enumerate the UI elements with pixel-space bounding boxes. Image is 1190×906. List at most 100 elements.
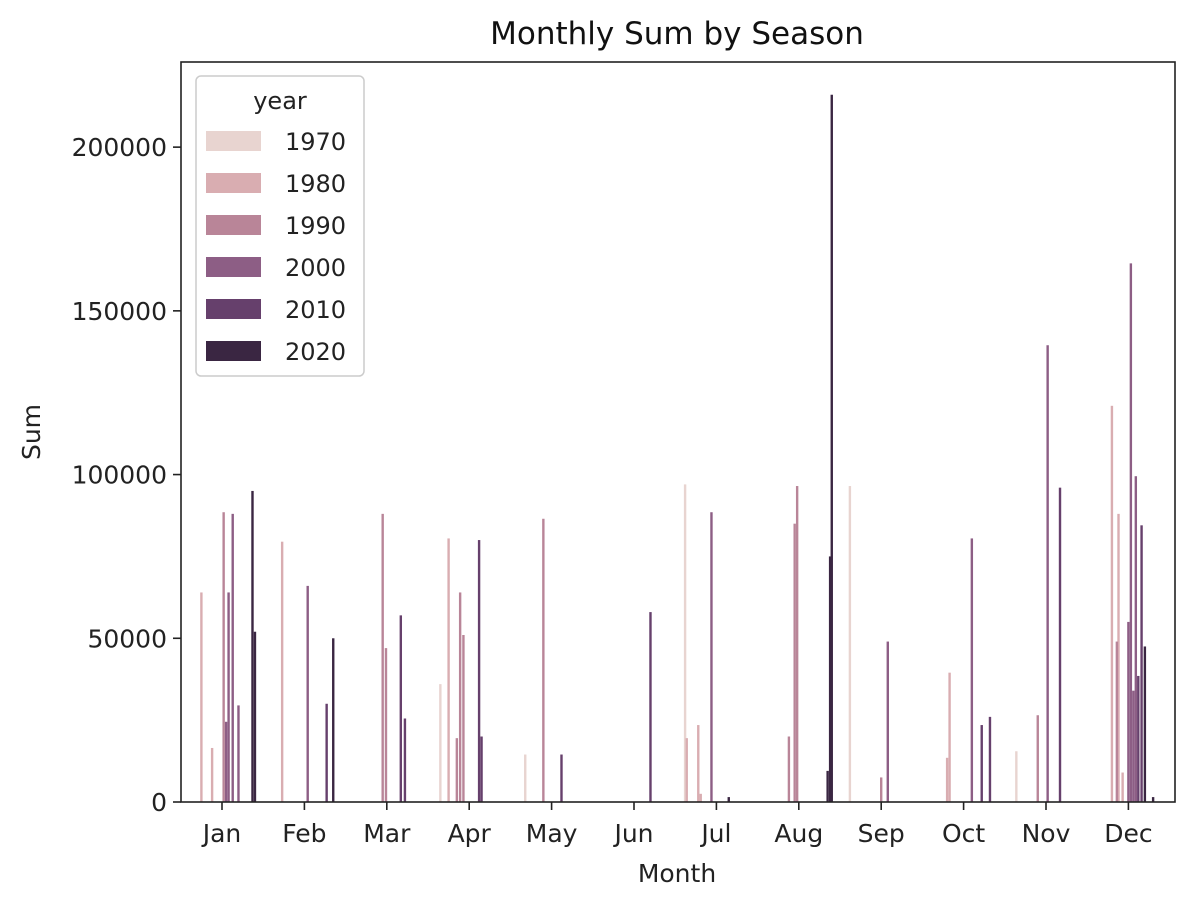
bar-2010-oct-7: [980, 725, 983, 802]
bar-2010-jun-6: [649, 612, 652, 802]
bar-1990-apr-5: [462, 635, 465, 802]
bar-2000-dec-12: [1134, 476, 1138, 802]
bar-2020-jan-1: [253, 631, 257, 802]
bar-2020-feb-2: [332, 638, 335, 802]
y-tick-label-200000: 200000: [72, 133, 167, 162]
legend-label-1980: 1980: [285, 170, 346, 198]
x-tick-label-dec: Dec: [1104, 819, 1152, 848]
x-tick-label-jan: Jan: [201, 819, 242, 848]
bar-1980-feb-2: [280, 541, 284, 802]
bar-2000-sep-5: [886, 641, 889, 802]
bar-1980-oct-8: [948, 672, 951, 802]
legend-label-2010: 2010: [285, 296, 346, 324]
bar-1970-apr-0: [439, 684, 442, 802]
bar-1970-jul-2: [683, 484, 687, 802]
x-tick-label-mar: Mar: [363, 819, 411, 848]
x-tick-label-jun: Jun: [612, 819, 653, 848]
y-tick-label-100000: 100000: [72, 461, 167, 490]
bar-1980-dec-9: [1110, 405, 1114, 802]
bar-2010-mar-2: [403, 718, 407, 802]
bar-1990-mar-1: [381, 513, 384, 802]
bar-1990-apr-3: [455, 738, 459, 802]
bar-1980-dec-10: [1117, 513, 1120, 802]
x-tick-label-oct: Oct: [942, 819, 985, 848]
bar-1990-aug-9: [795, 486, 799, 802]
bar-2000-oct-7: [970, 538, 974, 802]
bar-2010-dec-10: [1137, 675, 1140, 802]
bar-1990-nov-11: [1036, 715, 1039, 802]
bar-1990-dec-12: [1115, 641, 1119, 802]
bar-1980-jul-5: [697, 725, 700, 802]
x-tick-label-sep: Sep: [858, 819, 905, 848]
bar-2000-jan-1: [227, 592, 230, 802]
y-tick-label-150000: 150000: [72, 297, 167, 326]
bar-2010-apr-3: [477, 540, 481, 802]
x-tick-label-jul: Jul: [699, 819, 731, 848]
chart-title: Monthly Sum by Season: [490, 16, 864, 52]
bar-1970-may-1: [524, 754, 527, 802]
bar-1990-mar-2: [384, 648, 388, 802]
bar-2010-may-5: [560, 754, 563, 802]
bar-2010-mar-1: [399, 615, 403, 802]
legend-swatch-2010: [206, 299, 261, 319]
bar-1980-oct-7: [945, 757, 949, 802]
x-axis-label: Month: [638, 859, 716, 888]
x-tick-label-may: May: [526, 819, 578, 848]
legend: year 1970 1980 1990 2000 2010 2020: [195, 75, 365, 377]
bar-2000-jan-3: [237, 705, 240, 802]
bar-2010-oct-8: [988, 716, 992, 802]
y-tick-label-0: 0: [151, 788, 167, 817]
bar-1980-dec-11: [1121, 772, 1124, 802]
bar-2020-jul-3: [727, 797, 730, 802]
x-tick-label-apr: Apr: [448, 819, 492, 848]
bar-2000-dec-11: [1132, 690, 1135, 802]
x-tick-label-aug: Aug: [774, 819, 823, 848]
x-tick-label-nov: Nov: [1022, 819, 1071, 848]
bars-group: [200, 94, 1155, 803]
bar-2020-jan-0: [251, 490, 254, 802]
legend-swatch-1980: [206, 173, 261, 193]
bar-1980-jan-0: [200, 592, 203, 802]
legend-label-2000: 2000: [285, 254, 346, 282]
legend-label-1990: 1990: [285, 212, 346, 240]
bar-1980-jul-4: [685, 738, 688, 802]
bar-1990-sep-10: [880, 777, 883, 802]
legend-title: year: [253, 87, 307, 115]
legend-label-1970: 1970: [285, 128, 346, 156]
bar-2020-aug-4: [826, 770, 829, 802]
x-axis: Jan Feb Mar Apr May Jun Jul Aug Sep Oct Nov Dec: [201, 802, 1153, 848]
legend-swatch-1990: [206, 215, 261, 235]
bar-2020-aug-5: [828, 556, 832, 802]
legend-label-2020: 2020: [285, 338, 346, 366]
bar-2010-dec-11: [1140, 525, 1143, 802]
bar-2000-feb-4: [306, 585, 309, 802]
bar-2020-aug-6: [830, 94, 833, 803]
plot-frame: [180, 61, 1176, 803]
bar-1980-apr-3: [447, 538, 450, 802]
bar-2020-dec-7: [1143, 646, 1147, 802]
bar-2000-dec-9: [1127, 621, 1130, 802]
bar-1980-jul-6: [699, 793, 702, 802]
bar-2000-jul-6: [710, 512, 713, 802]
bar-2020-dec-8: [1151, 797, 1155, 802]
y-tick-label-50000: 50000: [87, 624, 167, 653]
bar-1970-sep-3: [848, 486, 852, 802]
bar-1990-apr-4: [458, 592, 462, 802]
legend-swatch-2000: [206, 257, 261, 277]
bar-2000-jan-2: [231, 513, 234, 802]
bar-2000-nov-8: [1046, 345, 1049, 802]
bar-1970-nov-4: [1015, 751, 1018, 802]
bar-2010-nov-9: [1058, 487, 1062, 802]
legend-swatch-2020: [206, 341, 261, 361]
bar-1980-jan-1: [210, 747, 214, 802]
bar-2000-jan-0: [224, 721, 228, 802]
bar-1990-jan-0: [222, 512, 225, 802]
bar-2010-apr-4: [480, 736, 483, 802]
y-axis-label: Sum: [17, 404, 46, 460]
legend-swatch-1970: [206, 131, 261, 151]
bar-2000-dec-10: [1129, 263, 1133, 802]
bar-1990-may-6: [542, 518, 545, 802]
bar-2010-feb-0: [325, 703, 328, 802]
x-tick-label-feb: Feb: [282, 819, 326, 848]
